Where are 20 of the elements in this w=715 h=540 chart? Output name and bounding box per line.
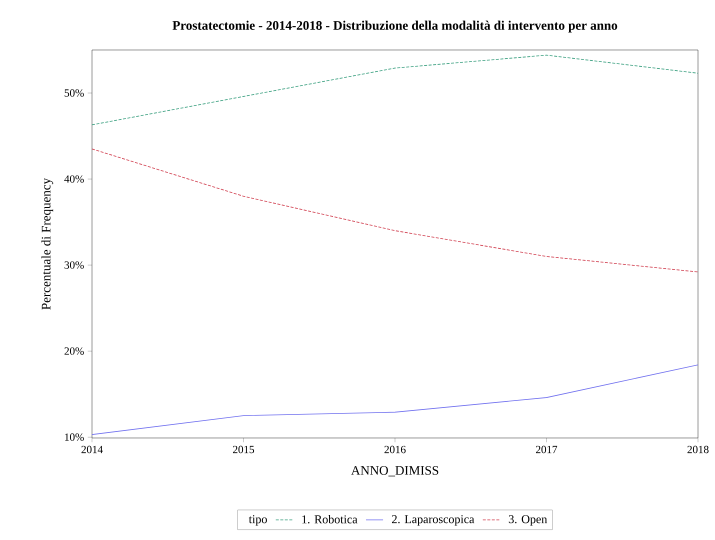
- line-series: [92, 364, 698, 435]
- x-tick-label: 2014: [81, 446, 103, 454]
- legend-label: 2. Laparoscopica: [392, 515, 474, 526]
- x-axis-title: ANNO_DIMISS: [351, 466, 438, 476]
- y-tick-label: 40%: [64, 175, 84, 183]
- chart-title: Prostatectomie - 2014-2018 - Distribuzione della modalità di intervento per anno: [172, 20, 618, 32]
- y-tick-label: 10%: [65, 433, 84, 441]
- y-tick-label: 20%: [64, 347, 84, 355]
- legend-label: 3. Open: [508, 515, 548, 526]
- x-tick-label: 2018: [687, 446, 709, 454]
- line-series: [92, 54, 698, 126]
- y-axis-title: Percentuale di Frequency: [41, 178, 54, 310]
- legend-label: 1. Robotica: [302, 514, 358, 524]
- legend-title: tipo: [248, 515, 267, 526]
- y-tick-label: 50%: [64, 89, 84, 97]
- x-tick-label: 2016: [384, 446, 406, 454]
- y-tick-label: 30%: [64, 261, 84, 269]
- x-tick-label: 2017: [536, 446, 558, 454]
- line-series: [92, 148, 698, 272]
- x-tick-label: 2015: [232, 446, 254, 454]
